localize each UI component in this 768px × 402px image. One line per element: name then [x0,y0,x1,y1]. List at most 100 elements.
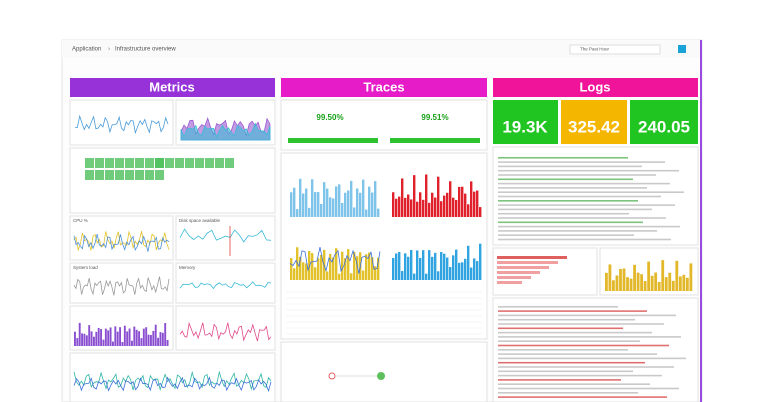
stat-tile [493,100,558,144]
decorative-bar [329,253,332,280]
decorative-line [75,114,169,135]
decorative-bar [350,273,353,280]
breadcrumb-sep: › [108,47,110,53]
panel-title: Memory [179,265,196,270]
decorative-bar [392,192,395,217]
decorative-bar [317,192,320,217]
traces-title: Traces [363,79,404,94]
log-line [498,340,640,342]
decorative-bar [416,201,419,217]
log-line [498,225,680,228]
log-line [498,200,638,202]
decorative-bar [356,188,359,217]
decorative-bar [293,268,296,280]
host-tile [145,170,154,180]
decorative-bar [335,248,338,280]
decorative-bar [401,178,404,217]
decorative-bar [97,327,100,346]
decorative-bar [685,277,689,291]
decorative-bar [464,258,467,280]
logs-header [493,78,698,97]
host-tile [95,170,104,180]
log-line [498,387,679,390]
decorative-bar [123,325,126,346]
decorative-bar [368,186,371,217]
decorative-bar [395,253,398,280]
decorative-bar [338,273,341,280]
share-button[interactable] [678,45,686,53]
decorative-bar [114,326,117,346]
decorative-line [179,281,272,290]
decorative-bar [314,267,317,280]
decorative-bar [647,261,651,291]
host-tile [105,158,114,168]
decorative-bar [159,332,162,346]
log-line [498,204,675,206]
decorative-bar [410,199,413,217]
log-line [498,331,652,334]
log-line [498,349,628,351]
decorative-bar [640,274,644,291]
decorative-bar [407,256,410,280]
decorative-bar [622,268,626,291]
decorative-bar [689,263,693,291]
host-tile [85,158,94,168]
decorative-bar [636,272,640,291]
log-line [498,161,665,163]
decorative-bar [464,193,467,217]
breadcrumb[interactable]: Application [72,47,101,53]
decorative-bar [347,190,350,217]
decorative-bar [425,174,428,217]
decorative-bar [434,252,437,280]
log-line [498,169,679,172]
decorative-bar [76,338,79,346]
decorative-bar [311,179,314,217]
decorative-bar [302,193,305,217]
decorative-bar [419,257,422,280]
decorative-bar [290,258,293,280]
decorative-bar [126,331,129,346]
decorative-bar [479,243,482,280]
decorative-bar [452,197,455,217]
log-line [498,182,670,185]
log-line [498,392,638,394]
decorative-bar [615,275,619,291]
stat-value: 325.42 [568,117,620,136]
time-picker[interactable] [569,44,661,55]
decorative-bar [413,273,416,280]
decorative-bar [362,270,365,280]
service-node [328,372,336,380]
decorative-bar [320,203,323,217]
decorative-bar [398,251,401,280]
decorative-bar [154,324,157,346]
decorative-bar [419,192,422,217]
host-tile [115,158,124,168]
decorative-bar [416,250,419,280]
host-tile [95,158,104,168]
decorative-bar [404,253,407,280]
decorative-line [289,247,381,274]
decorative-bar [317,258,320,280]
log-line [498,353,657,355]
log-bar [497,271,540,274]
decorative-bar [140,338,143,346]
panel-title: Disk space available [179,218,221,223]
log-bar [497,256,567,259]
decorative-bar [392,258,395,280]
decorative-bar [100,329,103,346]
decorative-bar [661,260,665,291]
decorative-bar [678,276,682,291]
log-line [498,318,635,321]
log-line [498,323,664,325]
decorative-bar [428,202,431,217]
host-tile [215,158,224,168]
log-line [498,306,618,308]
decorative-bar [377,208,380,217]
decorative-bar [305,188,308,217]
panel [69,147,276,214]
dashboard-title: Infrastructure overview [115,47,176,53]
decorative-bar [296,209,299,217]
decorative-bar [344,258,347,280]
decorative-line [180,122,271,141]
